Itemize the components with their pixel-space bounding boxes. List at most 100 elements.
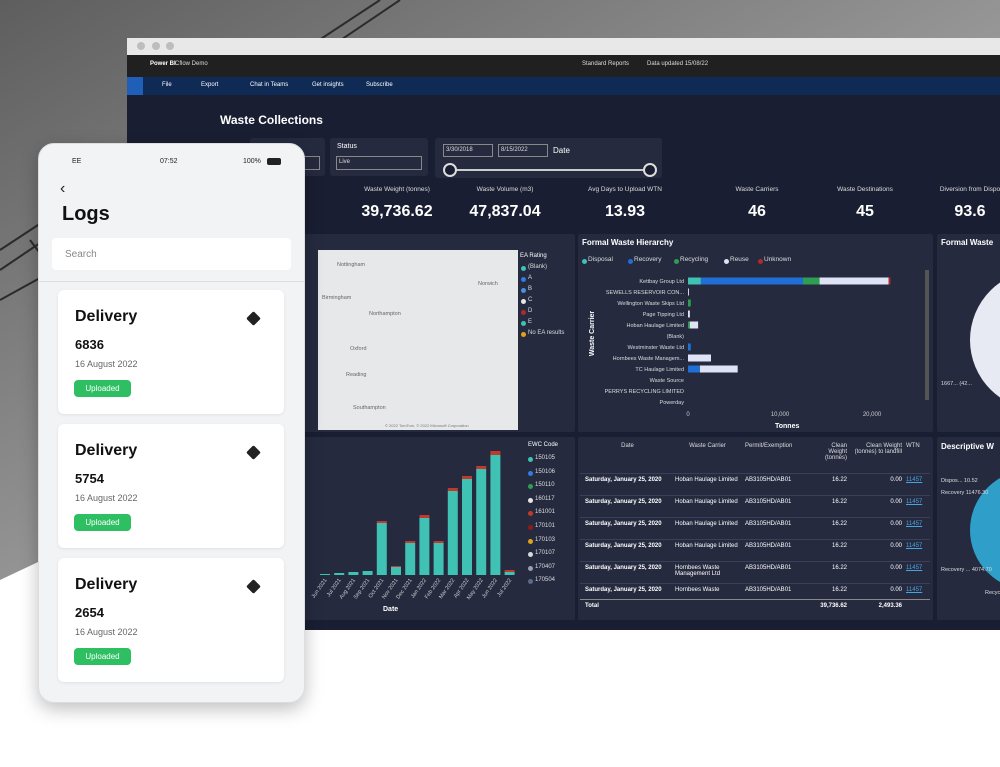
report-name: Standard Reports [582, 61, 630, 67]
card-number: 2654 [75, 605, 104, 620]
menu-item[interactable]: File [162, 82, 172, 88]
x-axis-label: Tonnes [775, 423, 800, 430]
status-badge [74, 380, 131, 397]
menu-item[interactable]: Chat in Teams [250, 82, 289, 88]
bar-segment [688, 354, 711, 362]
legend-label: Unknown [764, 256, 792, 263]
kpi-value: 13.93 [604, 203, 646, 220]
pie [970, 282, 1000, 398]
column-segment [447, 488, 458, 491]
app-name: Power BI [150, 61, 176, 67]
chart-title: Formal Waste Hierarchy [582, 238, 674, 247]
kpi-value: 39,736.62 [361, 203, 433, 220]
column-segment [391, 566, 401, 567]
legend-dot [521, 332, 526, 337]
pie-label: Recycling 2846... [985, 590, 1000, 596]
total-value: 39,736.62 [820, 603, 847, 609]
table-cell: Hornbees Waste [675, 587, 720, 593]
column-segment [391, 567, 401, 575]
legend-label: (Blank) [528, 264, 548, 270]
legend-label: Recovery [634, 256, 662, 263]
bar-segment [688, 365, 700, 373]
card-title: Delivery [75, 308, 138, 325]
slider-handle[interactable] [643, 163, 657, 177]
map-attribution: © 2022 TomTom, © 2022 Microsoft Corporat… [385, 423, 469, 428]
map-place: Northampton [369, 311, 401, 317]
card-number: 5754 [75, 471, 104, 486]
bar-segment [688, 277, 701, 285]
back-button[interactable]: ‹ [60, 180, 66, 197]
pie-label: Dispos... 10.52 [941, 478, 978, 484]
column-segment [376, 523, 387, 575]
y-tick-label: Hoban Haulage Limited [627, 323, 684, 329]
nav-toggle [127, 77, 143, 95]
table-cell: 16.22 [831, 477, 847, 483]
table-cell: 0.00 [890, 521, 902, 527]
date-input [498, 144, 548, 157]
legend-label: 150105 [535, 455, 556, 461]
column-segment [334, 573, 345, 575]
slider-handle[interactable] [443, 163, 457, 177]
table-cell: 11457 [906, 587, 923, 593]
bar-segment [699, 365, 738, 373]
legend-label: E [528, 319, 533, 325]
y-tick-label: Waste Source [650, 378, 684, 384]
kpi-label: Diversion from Dispo [939, 186, 1000, 193]
table-cell: 0.00 [890, 543, 902, 549]
legend-dot [674, 259, 679, 264]
legend-label: 170107 [535, 550, 556, 557]
table-cell: 16.22 [831, 543, 847, 549]
legend-label: Reuse [730, 256, 749, 263]
map-place: Southampton [353, 405, 386, 411]
pie-label: Recovery ... 4074.70 [941, 567, 992, 573]
table-cell: Hornbees Waste Management Ltd [675, 565, 721, 577]
status-time: 07:52 [160, 158, 178, 165]
chart-title: Descriptive W [941, 442, 994, 451]
kpi-value: 45 [856, 203, 874, 220]
menu-item[interactable]: Get insights [312, 82, 344, 88]
card-title: Delivery [75, 442, 138, 459]
column-segment [419, 515, 430, 518]
table-cell: 0.00 [890, 477, 902, 483]
window-dot [137, 42, 145, 50]
status-badge [74, 514, 131, 531]
x-tick-label: Jun 2021 [311, 578, 329, 600]
pie-label: 1667... (42... [941, 381, 972, 387]
status-text: Uploaded [85, 384, 120, 393]
battery-icon [267, 158, 281, 165]
y-tick-label: Kettbay Group Ltd [639, 279, 684, 285]
window-dot [152, 42, 160, 50]
x-axis-label: Date [383, 606, 399, 613]
table-cell: Saturday, January 25, 2020 [585, 543, 662, 549]
bar-segment [688, 321, 690, 329]
menu-item[interactable]: Subscribe [366, 82, 393, 88]
table-cell: 11457 [906, 543, 923, 549]
kpi-label: Waste Volume (m3) [476, 186, 534, 193]
table-cell: Hoban Haulage Limited [675, 543, 738, 549]
column-segment [433, 541, 444, 543]
column-segment [320, 574, 330, 575]
y-tick-label: Westminster Waste Ltd [627, 345, 684, 351]
y-tick-label: Hornbees Waste Managem... [613, 356, 685, 362]
scrollbar [925, 270, 929, 400]
pie-label: Recovery 11476.30 [941, 490, 989, 496]
table-cell: 0.00 [890, 565, 902, 571]
search-box[interactable] [52, 238, 291, 270]
table-cell: 11457 [906, 477, 923, 483]
row-divider [580, 561, 930, 562]
y-tick-label: Powerday [660, 400, 685, 406]
legend-dot [528, 538, 533, 544]
table-cell: 11457 [906, 565, 923, 571]
date-from: 3/30/2018 [446, 147, 473, 153]
legend-dot [528, 470, 533, 476]
legend-dot [528, 525, 533, 530]
table-cell: AB3105HD/AB01 [745, 521, 792, 527]
map-place: Norwich [478, 281, 498, 287]
menu-item[interactable]: Export [201, 82, 219, 88]
table-cell: Saturday, January 25, 2020 [585, 521, 662, 527]
status-dropdown[interactable] [336, 156, 422, 170]
status-text: Uploaded [85, 652, 120, 661]
legend-label: 170407 [535, 563, 556, 570]
slider-track [450, 169, 650, 171]
